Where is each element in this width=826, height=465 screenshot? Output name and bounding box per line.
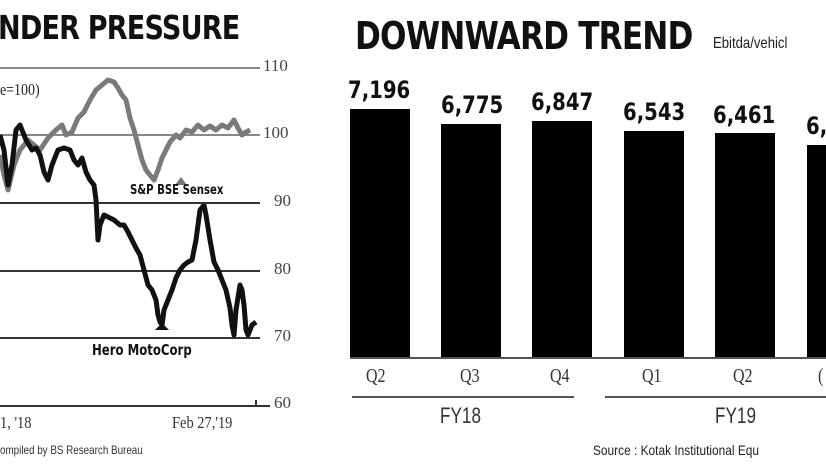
sensex-marker-triangle (175, 177, 187, 185)
hero-marker-triangle (155, 323, 169, 330)
bar-q2-fy18 (350, 109, 410, 357)
bar-q3-fy18 (441, 124, 501, 357)
line-chart-subtitle: e=100) (0, 80, 40, 99)
bar-baseline (350, 357, 826, 359)
x-tick-start: 1, '18 (0, 413, 32, 432)
fy18-label: FY18 (440, 403, 482, 428)
quarter-label-q2-fy18: Q2 (366, 365, 386, 387)
bar-chart-title: DOWNWARD TREND (355, 14, 693, 58)
y-tick-100: 100 (263, 123, 289, 142)
quarter-label-q2-fy19: Q2 (733, 365, 753, 387)
y-tick-80: 80 (274, 259, 291, 278)
x-tick-end: Feb 27,'19 (172, 413, 233, 432)
value-label-q4-fy18: 6,847 (531, 88, 594, 116)
sensex-line (0, 77, 252, 193)
y-tick-90: 90 (274, 191, 291, 210)
value-label-q2-fy18: 7,196 (348, 76, 411, 104)
bar-q3-fy19 (807, 145, 826, 357)
value-label-q2-fy19: 6,461 (713, 101, 776, 129)
fy19-label: FY19 (715, 403, 757, 428)
bar-q2-fy19 (715, 133, 775, 357)
hero-line (0, 122, 258, 338)
fy18-bracket-line (352, 396, 574, 398)
y-tick-70: 70 (274, 326, 291, 345)
bar-q1-fy19 (624, 131, 684, 357)
value-label-q3-fy19: 6, (806, 112, 826, 140)
hero-series-label: Hero MotoCorp (92, 341, 192, 359)
quarter-label-q1-fy19: Q1 (642, 365, 662, 387)
line-chart-plot (0, 67, 270, 407)
line-chart-title: NDER PRESSURE (0, 8, 240, 47)
bar-q4-fy18 (532, 121, 592, 357)
quarter-label-q3-fy18: Q3 (460, 365, 480, 387)
sensex-series-label: S&P BSE Sensex (130, 183, 224, 198)
y-tick-110: 110 (263, 56, 288, 75)
value-label-q3-fy18: 6,775 (441, 91, 504, 119)
quarter-label-q4-fy18: Q4 (550, 365, 570, 387)
bar-chart-subtitle: Ebitda/vehicl (713, 35, 788, 52)
value-label-q1-fy19: 6,543 (623, 98, 686, 126)
fy19-bracket-line (605, 396, 826, 398)
source-note: Source : Kotak Institutional Equ (593, 442, 760, 458)
compiled-by-note: ompiled by BS Research Bureau (0, 443, 143, 457)
y-tick-60: 60 (274, 393, 291, 412)
quarter-label-q3-fy19: ( (818, 365, 824, 387)
